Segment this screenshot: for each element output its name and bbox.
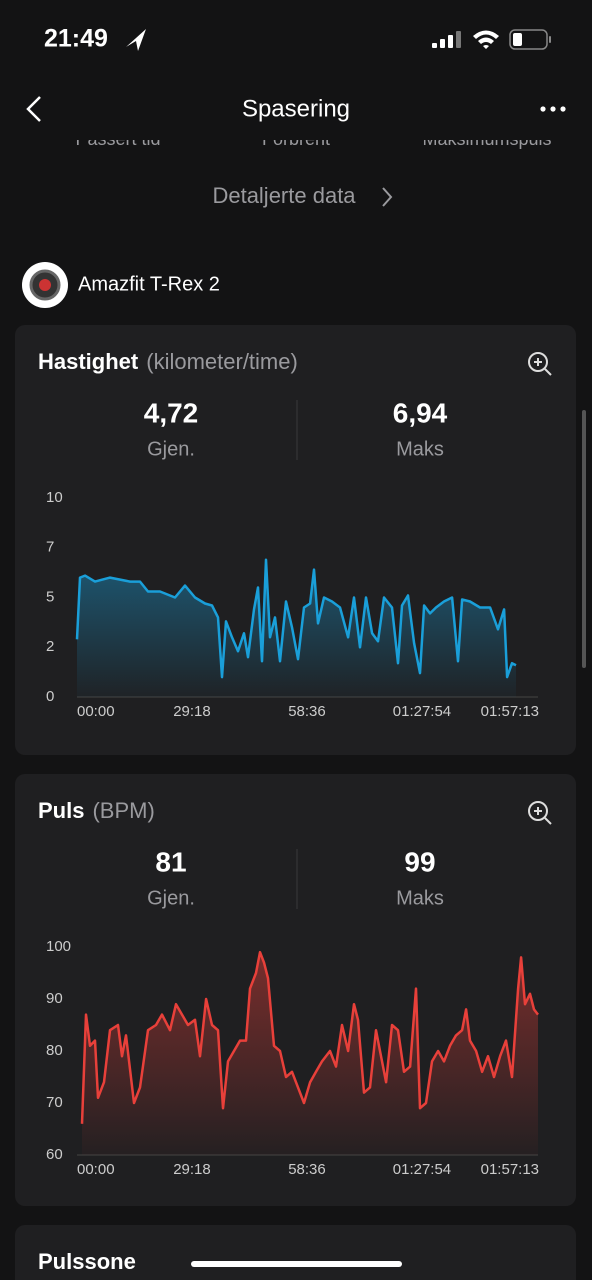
card-title: Hastighet (kilometer/time): [38, 349, 298, 374]
x-tick-label: 29:18: [173, 703, 211, 720]
signal-icon: [432, 31, 461, 48]
stat-label: Maks: [396, 887, 444, 909]
stat-value: 4,72: [144, 397, 199, 428]
y-tick-label: 70: [46, 1094, 63, 1111]
y-tick-label: 2: [46, 638, 54, 655]
zoom-button: [528, 352, 548, 372]
section-title: Pulssone: [38, 1249, 136, 1274]
x-tick-label: 58:36: [288, 703, 326, 720]
card-title-text: Puls: [38, 798, 84, 823]
zoom-button: [534, 807, 552, 825]
device-name: Amazfit T-Rex 2: [78, 273, 220, 295]
home-indicator: [191, 1261, 402, 1267]
card: [15, 1225, 576, 1280]
y-tick-label: 100: [46, 938, 71, 955]
stat-value: 99: [404, 846, 435, 877]
area: [77, 559, 516, 697]
zoom-button: [528, 801, 548, 821]
x-tick-label: 29:18: [173, 1161, 211, 1178]
battery-tip: [549, 36, 551, 43]
x-tick-label: 01:27:54: [393, 1161, 451, 1178]
zoom-button: [534, 358, 552, 376]
x-tick-label: 01:57:13: [481, 1161, 539, 1178]
area: [82, 952, 538, 1155]
x-tick-label: 58:36: [288, 1161, 326, 1178]
battery-level: [513, 33, 522, 46]
battery-icon: [509, 29, 548, 50]
device-watch-face: [39, 279, 51, 291]
details-link[interactable]: Detaljerte data: [212, 183, 356, 208]
y-tick-label: 80: [46, 1042, 63, 1059]
stat-label: Gjen.: [147, 887, 195, 909]
x-tick-label: 01:57:13: [481, 703, 539, 720]
summary-label: Maksimumspuls: [422, 129, 551, 149]
location-icon: [126, 29, 146, 51]
stat-label: Gjen.: [147, 438, 195, 460]
status-time: 21:49: [44, 25, 108, 53]
y-tick-label: 10: [46, 489, 63, 506]
stat-value: 81: [155, 846, 186, 877]
x-tick-label: 00:00: [77, 703, 115, 720]
scrollbar: [582, 410, 586, 668]
header-title: Spasering: [242, 95, 350, 122]
stat-label: Maks: [396, 438, 444, 460]
y-tick-label: 7: [46, 539, 54, 556]
card-title: Puls (BPM): [38, 798, 155, 823]
stat-value: 6,94: [393, 397, 448, 428]
back-button[interactable]: [26, 96, 41, 122]
y-tick-label: 90: [46, 990, 63, 1007]
x-tick-label: 01:27:54: [393, 703, 451, 720]
y-tick-label: 5: [46, 588, 54, 605]
card-title-unit: (kilometer/time): [146, 349, 298, 374]
summary-label: Forbrent: [262, 129, 330, 149]
line: [75, 558, 517, 679]
line: [80, 950, 539, 1124]
details-chevron: [382, 187, 393, 207]
x-tick-label: 00:00: [77, 1161, 115, 1178]
summary-label: Passert tid: [75, 129, 160, 149]
y-tick-label: 60: [46, 1146, 63, 1163]
card-title-unit: (BPM): [92, 798, 154, 823]
wifi-icon: [473, 30, 499, 49]
card-title-text: Hastighet: [38, 349, 139, 374]
more-button[interactable]: [540, 106, 566, 112]
y-tick-label: 0: [46, 688, 54, 705]
